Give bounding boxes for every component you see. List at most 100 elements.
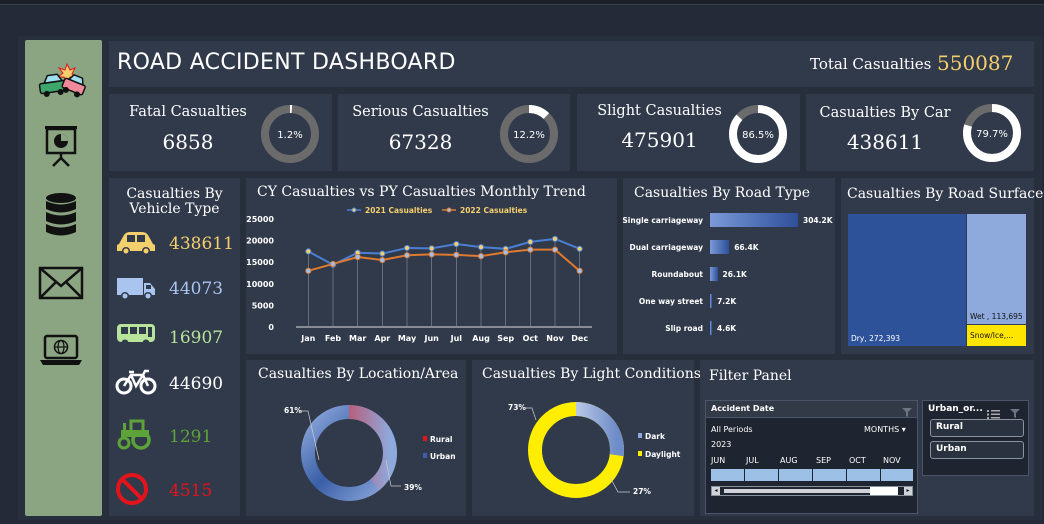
clear-filter-icon[interactable] bbox=[901, 403, 913, 422]
database-icon[interactable] bbox=[37, 192, 87, 236]
kpi-card-car: Casualties By Car 438611 79.7% bbox=[806, 94, 1034, 171]
road-surface-panel: Casualties By Road Surface Dry, 272,393 … bbox=[841, 178, 1043, 354]
road-surface-title: Casualties By Road Surface bbox=[847, 186, 1044, 202]
van-icon bbox=[115, 275, 157, 305]
x-tick-label: Aug bbox=[472, 334, 490, 343]
vehicle-value-van: 44073 bbox=[169, 279, 224, 299]
title-bar: ROAD ACCIDENT DASHBOARD Total Casualties… bbox=[109, 41, 1034, 87]
scroll-track[interactable] bbox=[724, 489, 876, 493]
time-level-dropdown[interactable]: MONTHS ▾ bbox=[864, 425, 906, 434]
data-point bbox=[428, 251, 435, 258]
x-tick-label: Mar bbox=[349, 334, 366, 343]
kpi-value: 475901 bbox=[621, 128, 698, 152]
kpi-donut: 79.7% bbox=[963, 104, 1021, 162]
daylight-legend-swatch bbox=[638, 451, 642, 456]
scroll-left-icon[interactable]: ◂ bbox=[712, 487, 720, 495]
kpi-card-serious: Serious Casualties 67328 12.2% bbox=[338, 94, 570, 171]
spreadsheet-column-strip bbox=[0, 0, 1044, 5]
kpi-value: 438611 bbox=[846, 130, 924, 154]
monthly-trend-panel: CY Casualties vs PY Casualties Monthly T… bbox=[246, 178, 617, 354]
data-point bbox=[527, 238, 534, 245]
road-type-bar bbox=[710, 213, 798, 227]
no-entry-icon bbox=[115, 472, 155, 510]
kpi-title: Fatal Casualties bbox=[129, 104, 247, 120]
road-type-panel: Casualties By Road Type Single carriagew… bbox=[622, 178, 835, 354]
kpi-value: 67328 bbox=[388, 130, 453, 154]
road-type-value: 4.6K bbox=[717, 324, 737, 333]
x-tick-label: Apr bbox=[374, 334, 390, 343]
presentation-icon[interactable] bbox=[37, 124, 87, 168]
location-title: Casualties By Location/Area bbox=[258, 366, 459, 382]
multi-select-icon[interactable] bbox=[987, 404, 1000, 423]
dark-segment bbox=[528, 402, 624, 498]
bus-icon bbox=[115, 322, 157, 352]
area-slicer-header: Urban_or... bbox=[928, 404, 983, 414]
road-type-label: Slip road bbox=[665, 324, 703, 333]
data-point bbox=[329, 260, 337, 268]
date-slicer[interactable]: Accident Date All Periods MONTHS ▾ 2023 … bbox=[705, 400, 918, 514]
road-type-bar bbox=[710, 267, 718, 281]
month-jul[interactable]: JUL bbox=[746, 456, 759, 465]
x-tick-label: Jun bbox=[423, 334, 439, 343]
timeline-selection-bar[interactable] bbox=[711, 469, 913, 481]
y-tick-label: 25000 bbox=[246, 215, 274, 224]
data-point bbox=[502, 249, 509, 256]
kpi-donut-arc bbox=[963, 104, 1021, 162]
slicer-option-urban[interactable]: Urban bbox=[930, 441, 1024, 459]
vehicle-value-other: 4515 bbox=[169, 481, 213, 501]
data-point bbox=[576, 245, 583, 252]
scroll-thumb[interactable] bbox=[870, 487, 898, 495]
data-point bbox=[379, 250, 386, 257]
vehicle-type-panel: Casualties By Vehicle Type 438611 44073 … bbox=[109, 178, 240, 516]
legend-label: 2021 Casualties bbox=[365, 206, 433, 215]
vehicle-value-bus: 16907 bbox=[169, 328, 224, 348]
series-line bbox=[308, 248, 581, 272]
month-nov[interactable]: NOV bbox=[883, 456, 901, 465]
data-point bbox=[477, 253, 485, 260]
road-type-label: One way street bbox=[638, 297, 703, 306]
legend-marker bbox=[351, 207, 357, 213]
car-crash-icon[interactable] bbox=[37, 60, 87, 104]
x-tick-label: Dec bbox=[571, 334, 588, 343]
x-tick-label: Oct bbox=[523, 334, 539, 343]
area-slicer[interactable]: Urban_or... Rural Urban bbox=[922, 400, 1029, 476]
kpi-donut: 86.5% bbox=[729, 105, 787, 163]
treemap-dry-label: Dry, 272,393 bbox=[851, 334, 901, 343]
mail-icon[interactable] bbox=[37, 262, 87, 306]
location-panel: Casualties By Location/Area 61% 39% Rura… bbox=[246, 360, 466, 516]
kpi-donut-arc bbox=[261, 105, 319, 163]
laptop-globe-icon[interactable] bbox=[37, 330, 87, 374]
kpi-donut-label: 1.2% bbox=[277, 130, 302, 141]
slicer-option-rural[interactable]: Rural bbox=[930, 419, 1024, 437]
kpi-card-slight: Slight Casualties 475901 86.5% bbox=[577, 94, 800, 171]
light-title: Casualties By Light Conditions bbox=[482, 366, 701, 382]
x-tick-label: Feb bbox=[325, 334, 342, 343]
kpi-donut-label: 12.2% bbox=[513, 130, 545, 141]
kpi-title: Slight Casualties bbox=[597, 103, 722, 119]
month-aug[interactable]: AUG bbox=[780, 456, 798, 465]
road-type-bar bbox=[710, 321, 712, 335]
kpi-donut-arc bbox=[729, 105, 787, 163]
urban-legend-label: Urban bbox=[430, 452, 456, 461]
urban-legend-swatch bbox=[423, 453, 427, 458]
timeline-scrollbar[interactable]: ◂ ▸ bbox=[711, 486, 913, 496]
road-type-label: Dual carriageway bbox=[629, 243, 703, 252]
vehicle-title-line2: Vehicle Type bbox=[129, 201, 220, 217]
month-sep[interactable]: SEP bbox=[816, 456, 831, 465]
total-casualties-value: 550087 bbox=[937, 51, 1014, 75]
clear-filter-icon[interactable] bbox=[1009, 404, 1021, 423]
treemap-snow: Snow/Ice,... bbox=[967, 325, 1026, 346]
data-point bbox=[428, 245, 435, 252]
road-type-bar bbox=[710, 294, 713, 308]
filter-panel: Filter Panel Accident Date All Periods M… bbox=[700, 360, 1034, 516]
data-point bbox=[551, 235, 559, 242]
road-type-value: 26.1K bbox=[722, 270, 747, 279]
kpi-donut-arc bbox=[500, 105, 558, 163]
month-oct[interactable]: OCT bbox=[849, 456, 866, 465]
scroll-right-icon[interactable]: ▸ bbox=[904, 487, 912, 495]
kpi-title: Casualties By Car bbox=[819, 105, 951, 121]
y-tick-label: 15000 bbox=[246, 258, 274, 267]
rural-pct-label: 39% bbox=[404, 483, 422, 492]
kpi-value: 6858 bbox=[162, 130, 214, 154]
month-jun[interactable]: JUN bbox=[711, 456, 726, 465]
